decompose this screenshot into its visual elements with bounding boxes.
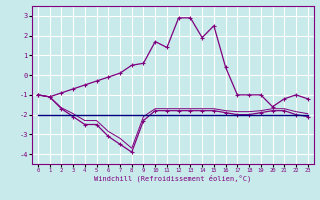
X-axis label: Windchill (Refroidissement éolien,°C): Windchill (Refroidissement éolien,°C): [94, 175, 252, 182]
